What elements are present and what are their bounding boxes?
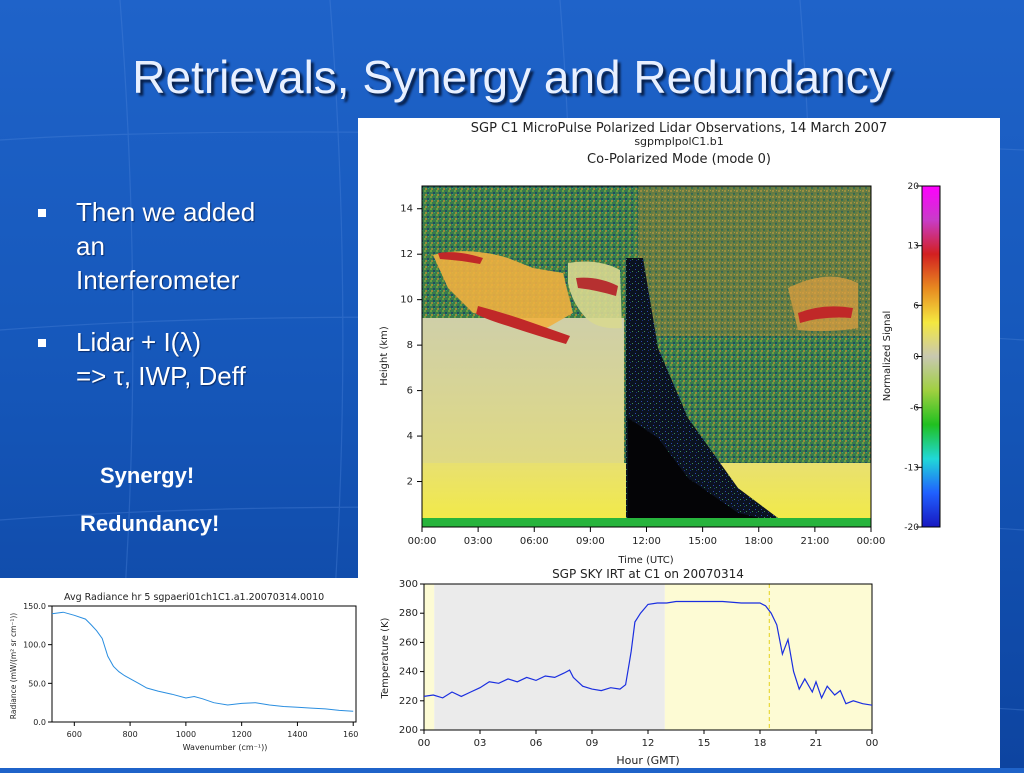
colorbar-tick-label: 20 xyxy=(908,182,920,192)
irt-y-tick-label: 200 xyxy=(399,725,418,736)
irt-x-tick-label: 18 xyxy=(754,738,767,749)
lidar-x-tick-label: 03:00 xyxy=(464,536,493,547)
irt-x-tick-label: 00 xyxy=(866,738,879,749)
aeri-y-tick-label: 150.0 xyxy=(23,602,46,611)
colorbar-tick-label: -13 xyxy=(904,463,919,473)
irt-shaded-period xyxy=(664,584,872,730)
lidar-irt-figure: SGP C1 MicroPulse Polarized Lidar Observ… xyxy=(379,121,941,767)
colorbar-tick-label: -20 xyxy=(904,523,919,533)
aeri-y-tick-label: 0.0 xyxy=(33,718,46,727)
aeri-x-tick-label: 800 xyxy=(122,730,137,739)
irt-y-tick-label: 260 xyxy=(399,637,418,648)
lidar-y-tick-label: 8 xyxy=(407,340,413,351)
irt-series-line xyxy=(423,600,873,706)
aeri-y-tick-label: 50.0 xyxy=(28,679,46,688)
irt-shaded-period xyxy=(434,584,665,730)
bullet-text: => τ, IWP, Deff xyxy=(76,361,246,391)
aeri-x-tick-label: 1400 xyxy=(287,730,307,739)
lidar-irt-panel: SGP C1 MicroPulse Polarized Lidar Observ… xyxy=(358,118,1000,768)
redundancy-label: Redundancy! xyxy=(80,511,220,536)
lidar-y-tick-label: 14 xyxy=(400,204,413,215)
colorbar-ticks: 20 13 6 0 -6 -13 -20 xyxy=(904,182,922,533)
lidar-x-axis: 00:00 03:00 06:00 09:00 12:00 15:00 18:00 21:00… xyxy=(408,527,886,547)
bullet-list: Then we added an Interferometer Lidar + … xyxy=(34,195,334,421)
heatmap-cloud-core xyxy=(798,306,853,323)
aeri-title: Avg Radiance hr 5 sgpaeri01ch1C1.a1.2007… xyxy=(64,592,324,603)
bullet-text: Interferometer xyxy=(76,265,240,295)
irt-xlabel: Hour (GMT) xyxy=(616,754,679,767)
heatmap-cloud-core xyxy=(576,277,618,296)
irt-x-tick-label: 15 xyxy=(698,738,711,749)
lidar-x-tick-label: 12:00 xyxy=(632,536,661,547)
colorbar-tick-label: 13 xyxy=(908,242,919,252)
lidar-subtitle: sgpmplpolC1.b1 xyxy=(634,135,723,148)
lidar-y-axis: 2 4 6 8 10 12 14 xyxy=(400,204,422,488)
colorbar-tick-label: 0 xyxy=(913,353,919,363)
heatmap-surface-layer xyxy=(422,518,871,527)
irt-shaded-period xyxy=(424,584,435,730)
bullet-item: Lidar + I(λ) => τ, IWP, Deff xyxy=(34,325,334,393)
irt-x-tick-label: 09 xyxy=(586,738,599,749)
colorbar-label: Normalized Signal xyxy=(882,311,893,402)
colorbar: 20 13 6 0 -6 -13 -20 Normalized Signal xyxy=(882,182,941,533)
irt-x-tick-label: 21 xyxy=(810,738,823,749)
slide-title: Retrievals, Synergy and Redundancy xyxy=(132,51,892,103)
lidar-subtitle-mode: Co-Polarized Mode (mode 0) xyxy=(587,152,771,167)
aeri-x-tick-label: 600 xyxy=(67,730,82,739)
synergy-label: Synergy! xyxy=(100,463,195,488)
lidar-title: SGP C1 MicroPulse Polarized Lidar Observ… xyxy=(471,121,887,136)
irt-title: SGP SKY IRT at C1 on 20070314 xyxy=(552,567,744,581)
lidar-y-tick-label: 12 xyxy=(400,249,413,260)
lidar-x-tick-label: 21:00 xyxy=(800,536,829,547)
irt-ylabel: Temperature (K) xyxy=(380,617,391,699)
bullet-text: an xyxy=(76,231,105,261)
lidar-y-tick-label: 4 xyxy=(407,431,413,442)
heatmap-black-core xyxy=(628,418,778,526)
lidar-x-tick-label: 00:00 xyxy=(408,536,437,547)
aeri-frame xyxy=(51,605,357,723)
aeri-x-tick-label: 1000 xyxy=(176,730,196,739)
irt-y-tick-label: 240 xyxy=(399,667,418,678)
irt-x-tick-label: 03 xyxy=(474,738,487,749)
bullet-text: Then we added xyxy=(76,197,256,227)
aeri-figure: Avg Radiance hr 5 sgpaeri01ch1C1.a1.2007… xyxy=(9,592,363,752)
colorbar-gradient xyxy=(921,185,941,528)
aeri-y-tick-label: 100.0 xyxy=(23,641,46,650)
lidar-xlabel: Time (UTC) xyxy=(617,555,673,566)
aeri-xlabel: Wavenumber (cm⁻¹)) xyxy=(183,743,268,752)
colorbar-tick-label: -6 xyxy=(910,404,919,414)
irt-y-tick-label: 300 xyxy=(399,579,418,590)
heatmap-late-cirrus xyxy=(788,276,858,332)
bullet-square-icon xyxy=(38,339,46,347)
bullet-text: Lidar + I(λ) xyxy=(76,327,201,357)
lidar-x-tick-label: 00:00 xyxy=(857,536,886,547)
lidar-heatmap xyxy=(421,185,872,528)
heatmap-cloud-core xyxy=(476,306,570,344)
irt-y-tick-label: 280 xyxy=(399,608,418,619)
lidar-x-tick-label: 18:00 xyxy=(744,536,773,547)
irt-x-tick-label: 06 xyxy=(530,738,543,749)
lidar-x-tick-label: 09:00 xyxy=(576,536,605,547)
colorbar-tick-label: 6 xyxy=(913,301,919,311)
irt-y-tick-label: 220 xyxy=(399,696,418,707)
lidar-y-tick-label: 10 xyxy=(400,295,413,306)
lidar-x-tick-label: 06:00 xyxy=(520,536,549,547)
bullet-item: Then we added an Interferometer xyxy=(34,195,334,297)
aeri-x-tick-label: 1200 xyxy=(231,730,251,739)
lidar-ylabel: Height (km) xyxy=(379,326,390,386)
lidar-y-tick-label: 2 xyxy=(407,477,413,488)
aeri-series-line xyxy=(51,611,354,712)
irt-x-tick-label: 12 xyxy=(642,738,655,749)
irt-x-tick-label: 00 xyxy=(418,738,431,749)
lidar-y-tick-label: 6 xyxy=(407,386,413,397)
heatmap-cloud-core xyxy=(438,252,483,264)
heatmap-cirrus-band xyxy=(433,251,573,333)
lidar-x-tick-label: 15:00 xyxy=(688,536,717,547)
bullet-square-icon xyxy=(38,209,46,217)
aeri-ylabel: Radiance (mW/(m² sr cm⁻¹)) xyxy=(9,613,18,719)
aeri-panel: Avg Radiance hr 5 sgpaeri01ch1C1.a1.2007… xyxy=(0,578,363,768)
